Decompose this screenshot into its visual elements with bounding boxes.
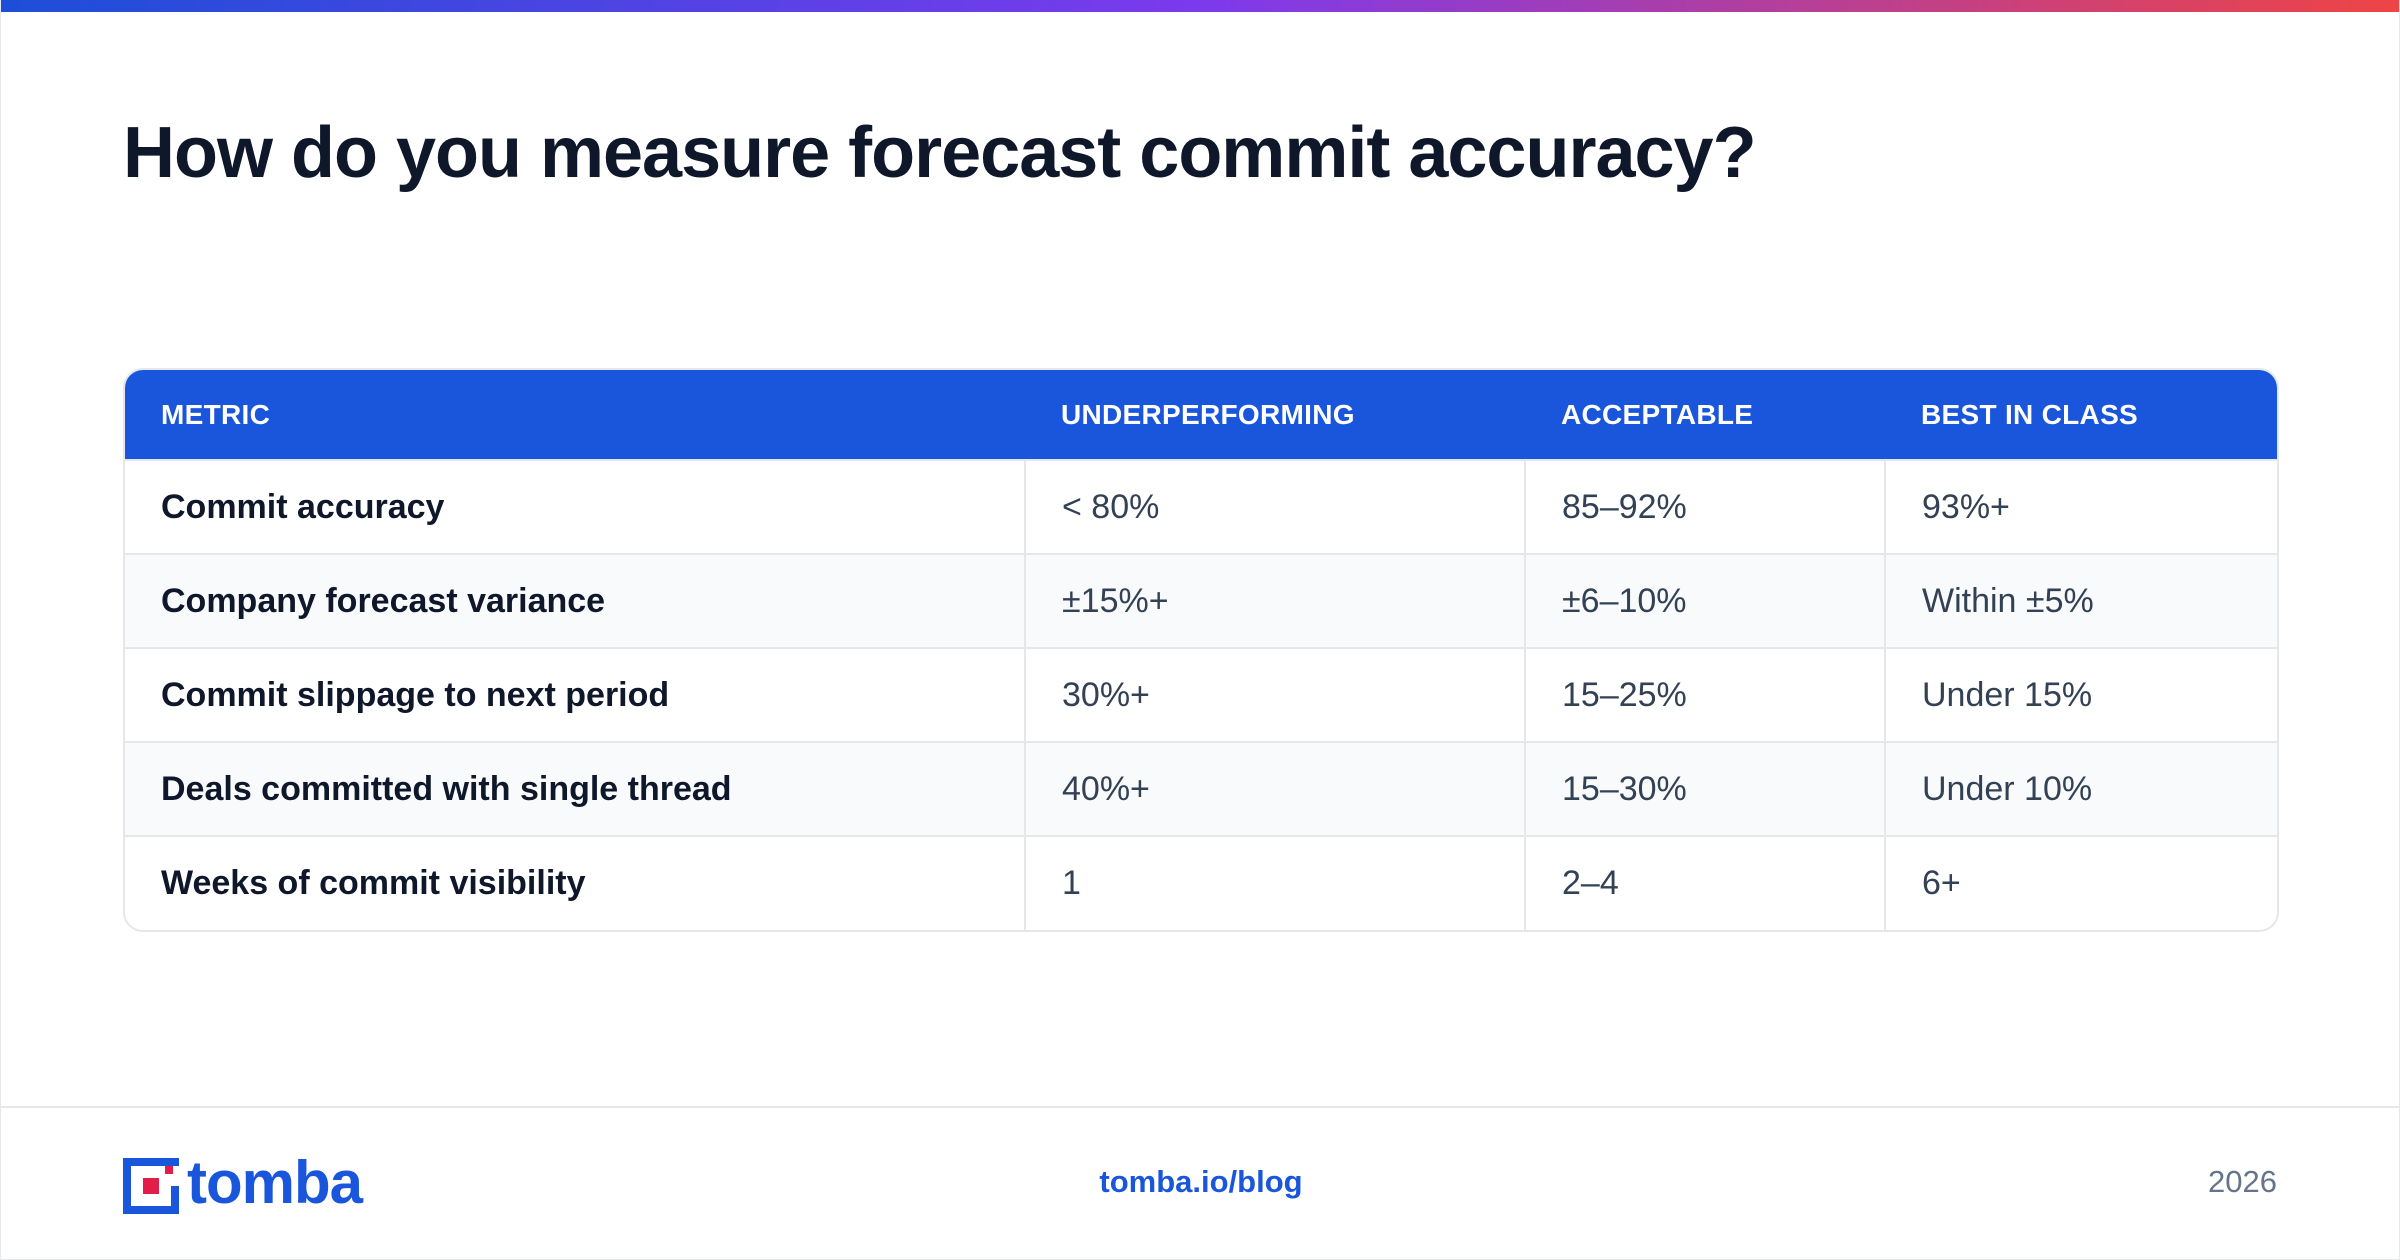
- metric-cell: Commit accuracy: [125, 459, 1025, 554]
- tomba-logo-icon: [123, 1158, 179, 1214]
- table-row: Weeks of commit visibility 1 2–4 6+: [125, 835, 2277, 930]
- metric-cell: Deals committed with single thread: [125, 741, 1025, 836]
- table-row: Company forecast variance ±15%+ ±6–10% W…: [125, 553, 2277, 648]
- accent-gradient-bar: [1, 0, 2399, 12]
- underperforming-cell: 40%+: [1024, 741, 1525, 836]
- metric-cell: Commit slippage to next period: [125, 647, 1025, 742]
- benchmark-table-container: METRIC UNDERPERFORMING ACCEPTABLE BEST I…: [123, 368, 2279, 932]
- table-row: Deals committed with single thread 40%+ …: [125, 741, 2277, 836]
- acceptable-cell: 2–4: [1524, 835, 1885, 930]
- table-header: METRIC UNDERPERFORMING ACCEPTABLE BEST I…: [125, 370, 2277, 460]
- header-best-in-class: BEST IN CLASS: [1885, 370, 2277, 460]
- table-header-row: METRIC UNDERPERFORMING ACCEPTABLE BEST I…: [125, 370, 2277, 460]
- acceptable-cell: ±6–10%: [1524, 553, 1885, 648]
- underperforming-cell: < 80%: [1024, 459, 1525, 554]
- underperforming-cell: 1: [1024, 835, 1525, 930]
- brand-name: tomba: [187, 1149, 363, 1216]
- best-in-class-cell: Within ±5%: [1884, 553, 2277, 648]
- table-row: Commit accuracy < 80% 85–92% 93%+: [125, 459, 2277, 554]
- underperforming-cell: 30%+: [1024, 647, 1525, 742]
- table-row: Commit slippage to next period 30%+ 15–2…: [125, 647, 2277, 742]
- acceptable-cell: 15–30%: [1524, 741, 1885, 836]
- header-metric: METRIC: [125, 370, 1025, 460]
- acceptable-cell: 15–25%: [1524, 647, 1885, 742]
- table-body: Commit accuracy < 80% 85–92% 93%+ Compan…: [125, 459, 2277, 930]
- blog-link[interactable]: tomba.io/blog: [1099, 1164, 1303, 1199]
- benchmark-table: METRIC UNDERPERFORMING ACCEPTABLE BEST I…: [125, 370, 2277, 930]
- tomba-logo: tomba: [123, 1149, 363, 1218]
- footer-year: 2026: [2208, 1164, 2277, 1199]
- footer-divider: [1, 1106, 2399, 1108]
- header-acceptable: ACCEPTABLE: [1525, 370, 1885, 460]
- metric-cell: Weeks of commit visibility: [125, 835, 1025, 930]
- header-underperforming: UNDERPERFORMING: [1025, 370, 1525, 460]
- underperforming-cell: ±15%+: [1024, 553, 1525, 648]
- best-in-class-cell: 6+: [1884, 835, 2277, 930]
- page-title: How do you measure forecast commit accur…: [123, 113, 1757, 193]
- best-in-class-cell: Under 15%: [1884, 647, 2277, 742]
- acceptable-cell: 85–92%: [1524, 459, 1885, 554]
- best-in-class-cell: 93%+: [1884, 459, 2277, 554]
- best-in-class-cell: Under 10%: [1884, 741, 2277, 836]
- metric-cell: Company forecast variance: [125, 553, 1025, 648]
